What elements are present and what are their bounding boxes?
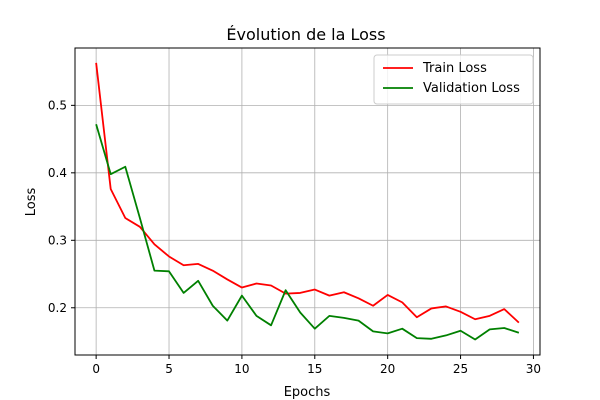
y-tick-label: 0.4 [48, 166, 67, 180]
plot-frame [74, 47, 541, 356]
y-tick-label: 0.5 [48, 98, 67, 112]
chart-title: Évolution de la Loss [226, 25, 385, 44]
legend-label-train: Train Loss [422, 61, 487, 76]
train-loss-line [95, 62, 520, 324]
y-tick-label: 0.3 [48, 233, 67, 247]
legend: Train Loss Validation Loss [373, 54, 534, 105]
x-tick-label: 0 [92, 362, 100, 376]
series-lines [95, 62, 520, 341]
axis-ticks: 0 5 10 15 20 25 30 0.2 0.3 0.4 0.5 [48, 98, 541, 376]
x-axis-label: Epochs [284, 385, 331, 400]
x-tick-label: 30 [526, 362, 541, 376]
x-tick-label: 5 [165, 362, 173, 376]
y-axis-label: Loss [24, 188, 39, 217]
legend-frame [373, 54, 534, 105]
x-tick-label: 10 [234, 362, 249, 376]
x-tick-label: 15 [307, 362, 322, 376]
x-tick-label: 20 [380, 362, 395, 376]
validation-loss-line [95, 123, 520, 341]
legend-label-validation: Validation Loss [423, 81, 520, 96]
x-tick-label: 25 [453, 362, 468, 376]
y-tick-label: 0.2 [48, 301, 67, 315]
